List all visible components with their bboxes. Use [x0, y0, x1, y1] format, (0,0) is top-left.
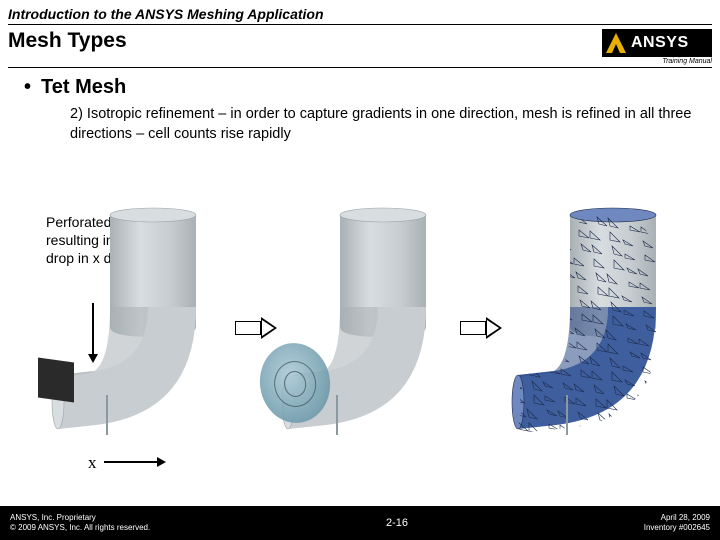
- pipe-drain-icon: [336, 395, 338, 435]
- chapter-title: Introduction to the ANSYS Meshing Applic…: [8, 6, 712, 25]
- footer-left: ANSYS, Inc. Proprietary © 2009 ANSYS, In…: [10, 513, 150, 532]
- footer-inventory: Inventory #002645: [644, 523, 710, 533]
- footer-copyright: © 2009 ANSYS, Inc. All rights reserved.: [10, 523, 150, 533]
- bullet-symbol: •: [24, 76, 31, 99]
- pipe-icon: [36, 207, 206, 437]
- footer-date: April 28, 2009: [644, 513, 710, 523]
- training-manual-label: Training Manual: [602, 58, 712, 65]
- figure-area: Perforated plate resulting in pressure d…: [0, 195, 720, 485]
- ansys-logo-icon: ANSYS: [602, 29, 712, 57]
- footer-right: April 28, 2009 Inventory #002645: [644, 513, 710, 532]
- flow-arrow-icon: [235, 317, 277, 339]
- pipe-drain-icon: [566, 395, 568, 435]
- slide-content: • Tet Mesh 2) Isotropic refinement – in …: [0, 68, 720, 144]
- logo-text: ANSYS: [631, 34, 689, 52]
- pipe-meshed-icon: [496, 207, 666, 437]
- flow-arrow-icon: [460, 317, 502, 339]
- logo-block: ANSYS Training Manual: [602, 29, 712, 65]
- x-axis-arrow-icon: [104, 461, 164, 463]
- footer-proprietary: ANSYS, Inc. Proprietary: [10, 513, 150, 523]
- bullet-row: • Tet Mesh: [24, 76, 696, 99]
- bullet-heading: Tet Mesh: [41, 76, 126, 99]
- sub-point: 2) Isotropic refinement – in order to ca…: [70, 105, 696, 144]
- section-title: Mesh Types: [8, 29, 127, 53]
- perforated-plate-band-icon: [38, 357, 74, 402]
- slide-header: Introduction to the ANSYS Meshing Applic…: [0, 0, 720, 25]
- title-row: Mesh Types ANSYS Training Manual: [0, 25, 720, 65]
- slide-footer: ANSYS, Inc. Proprietary © 2009 ANSYS, In…: [0, 506, 720, 540]
- footer-page: 2-16: [386, 517, 408, 529]
- pipe-drain-icon: [106, 395, 108, 435]
- x-axis-label: x: [88, 453, 97, 473]
